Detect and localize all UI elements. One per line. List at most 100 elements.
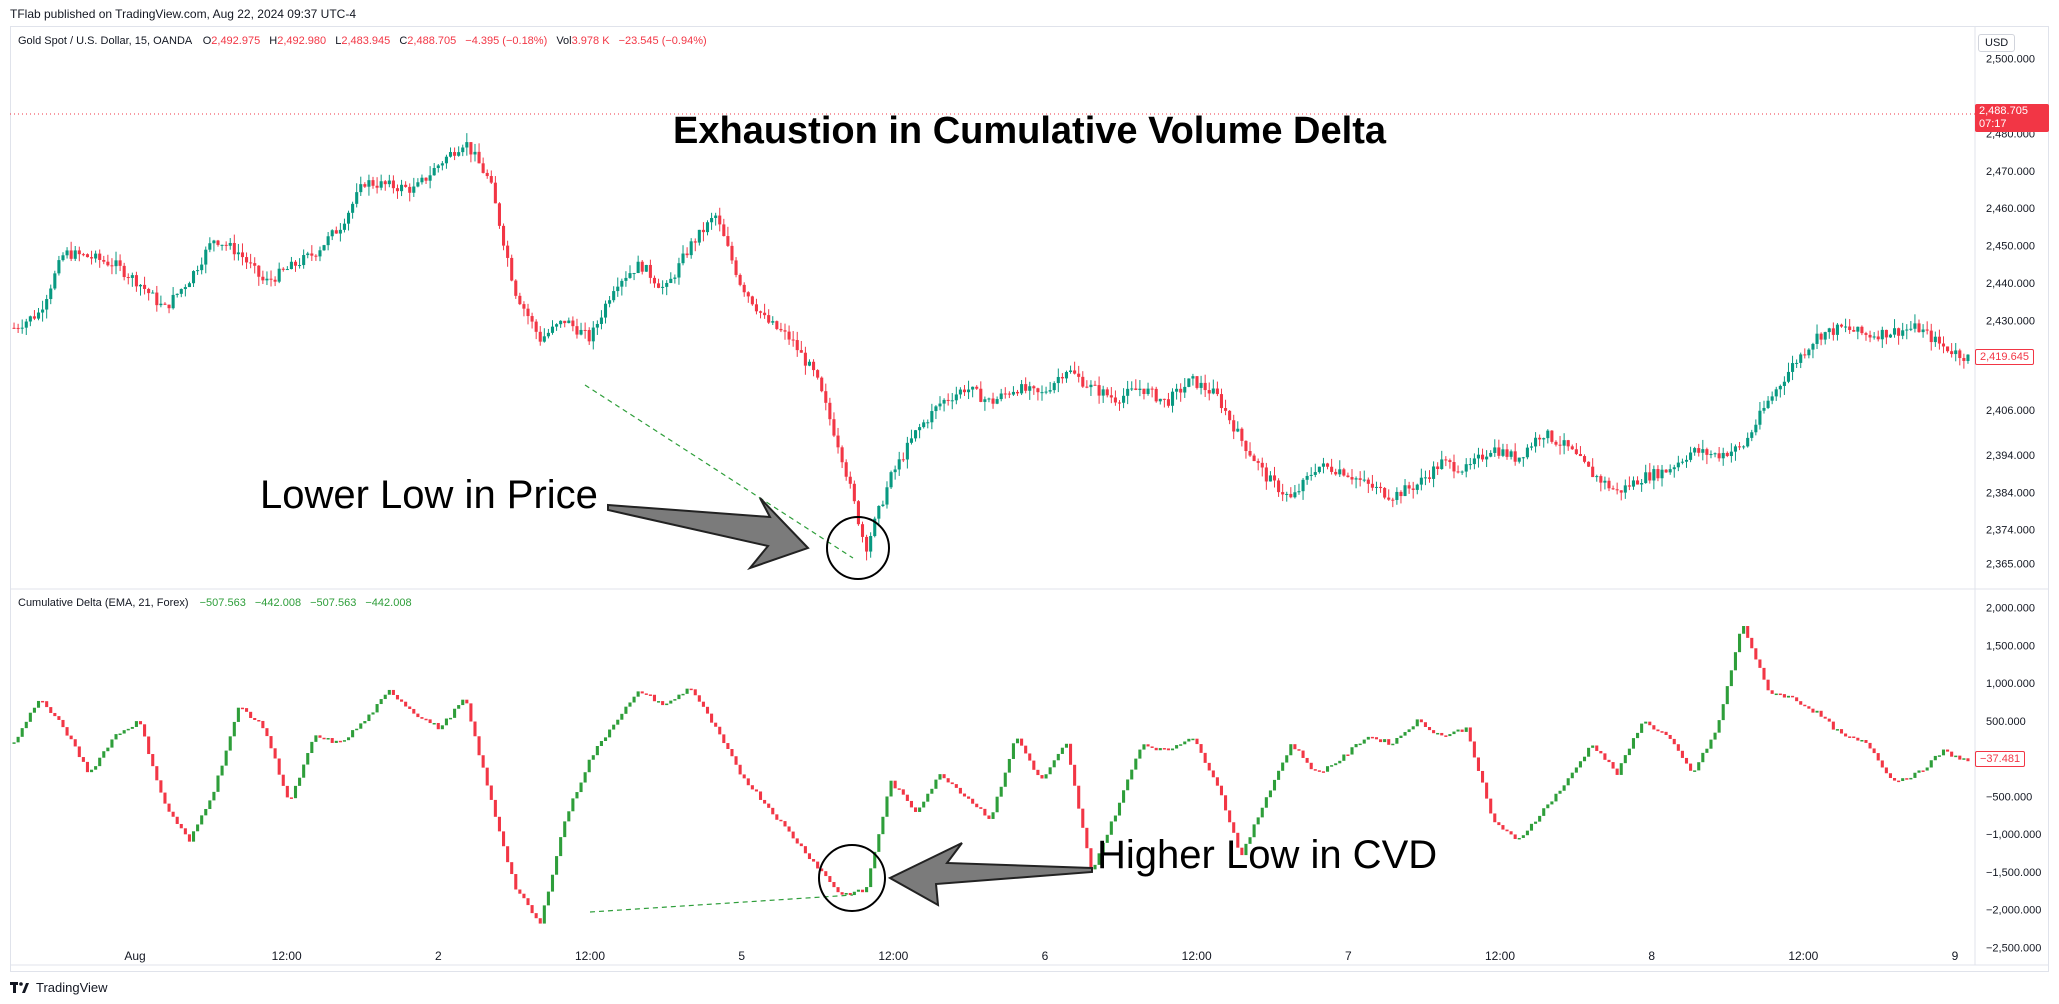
candle-body: [1819, 333, 1823, 340]
candle-body: [1044, 391, 1048, 393]
candle-body: [1676, 462, 1680, 468]
candle-body: [391, 180, 395, 189]
candle-body: [913, 430, 918, 439]
cvd-bar: [122, 730, 126, 734]
cvd-bar: [1909, 777, 1913, 780]
price-y-tick: 2,365.000: [1986, 558, 2035, 570]
footer-brand[interactable]: TradingView: [10, 980, 108, 995]
price-y-tick: 2,450.000: [1986, 241, 2035, 253]
cvd-bar: [714, 722, 718, 727]
candle-body: [697, 229, 701, 243]
currency-button[interactable]: USD: [1978, 34, 2016, 52]
candle-body: [1011, 391, 1015, 395]
candle-body: [159, 303, 163, 306]
cvd-bar: [1782, 694, 1786, 698]
cvd-bar: [852, 891, 856, 896]
cvd-bar: [94, 766, 98, 770]
cvd-bar: [905, 794, 909, 801]
candle-body: [41, 309, 45, 313]
cvd-bar: [1509, 831, 1513, 835]
cvd-bar: [481, 755, 485, 768]
candle-body: [1354, 478, 1358, 480]
candle-body: [277, 268, 281, 282]
candle-body: [1113, 397, 1117, 403]
cvd-bar: [277, 758, 281, 775]
candle-body: [138, 284, 143, 287]
candle-body: [1232, 420, 1236, 432]
candle-body: [20, 327, 24, 329]
cvd-divergence-line: [589, 894, 854, 913]
candle-body: [375, 185, 379, 188]
cvd-y-tick: 500.000: [1986, 716, 2026, 728]
candle-body: [98, 253, 102, 260]
cvd-bar: [1835, 729, 1839, 731]
candle-body: [677, 263, 681, 278]
cvd-bar: [98, 757, 102, 767]
candle-body: [714, 215, 718, 219]
cvd-bar: [877, 834, 881, 852]
ohlc-close: C2,488.705: [399, 35, 457, 47]
cvd-bar: [1032, 760, 1036, 770]
candle-body: [1175, 388, 1179, 392]
cvd-bar: [114, 734, 118, 740]
candle-body: [1228, 410, 1232, 421]
candle-body: [669, 278, 673, 283]
cvd-bar: [204, 808, 208, 816]
cvd-bar: [930, 788, 934, 794]
cvd-bar: [1693, 770, 1697, 772]
cvd-bar: [1040, 775, 1044, 779]
candle-body: [24, 321, 28, 328]
cvd-bar: [245, 708, 249, 712]
candle-body: [1754, 424, 1758, 433]
candle-body: [1713, 453, 1717, 455]
cvd-bar: [991, 812, 995, 819]
cvd-bar: [1170, 748, 1175, 751]
cvd-bar: [1958, 755, 1962, 760]
candle-body: [436, 165, 440, 169]
cvd-y-tick: −1,500.000: [1986, 867, 2041, 879]
candle-body: [1342, 469, 1346, 476]
cvd-bar: [298, 777, 302, 786]
candle-body: [1240, 428, 1244, 441]
candle-body: [1317, 466, 1321, 473]
cvd-bar: [1309, 762, 1313, 770]
candle-body: [1101, 389, 1105, 396]
candle-body: [954, 394, 958, 401]
candle-body: [824, 391, 828, 403]
cvd-bar: [310, 741, 314, 754]
cvd-bar: [526, 898, 530, 906]
ohlc-open: O2,492.975: [202, 35, 261, 47]
cvd-bar: [1950, 751, 1954, 757]
x-tick-label: 12:00: [575, 949, 605, 963]
cvd-bar: [473, 721, 477, 737]
candle-body: [1203, 382, 1207, 391]
candle-body: [999, 393, 1003, 400]
cvd-bar: [1587, 747, 1591, 757]
cvd-bar: [599, 740, 603, 747]
candle-body: [1762, 407, 1766, 411]
candle-body: [1077, 373, 1081, 377]
candle-body: [1937, 336, 1941, 344]
cvd-bar: [138, 721, 143, 725]
cvd-bar: [1272, 779, 1277, 791]
candle-body: [840, 447, 844, 463]
cvd-bar: [938, 774, 942, 780]
cvd-bar: [1799, 701, 1803, 705]
cvd-bar: [1264, 797, 1268, 808]
price-y-tick: 2,406.000: [1986, 405, 2035, 417]
candle-body: [1737, 446, 1742, 448]
candle-body: [387, 180, 391, 185]
candle-body: [591, 327, 595, 342]
cvd-bar: [1342, 754, 1346, 761]
cvd-bar: [640, 691, 644, 694]
cvd-bar: [1195, 738, 1199, 745]
cvd-bar: [563, 821, 567, 838]
cvd-bar: [200, 815, 204, 825]
x-tick-label: 9: [1952, 949, 1959, 963]
cvd-bars: [12, 626, 1970, 924]
candle-body: [848, 476, 852, 484]
candle-body: [1485, 456, 1489, 460]
candle-body: [1644, 472, 1648, 484]
candle-body: [1154, 388, 1158, 402]
